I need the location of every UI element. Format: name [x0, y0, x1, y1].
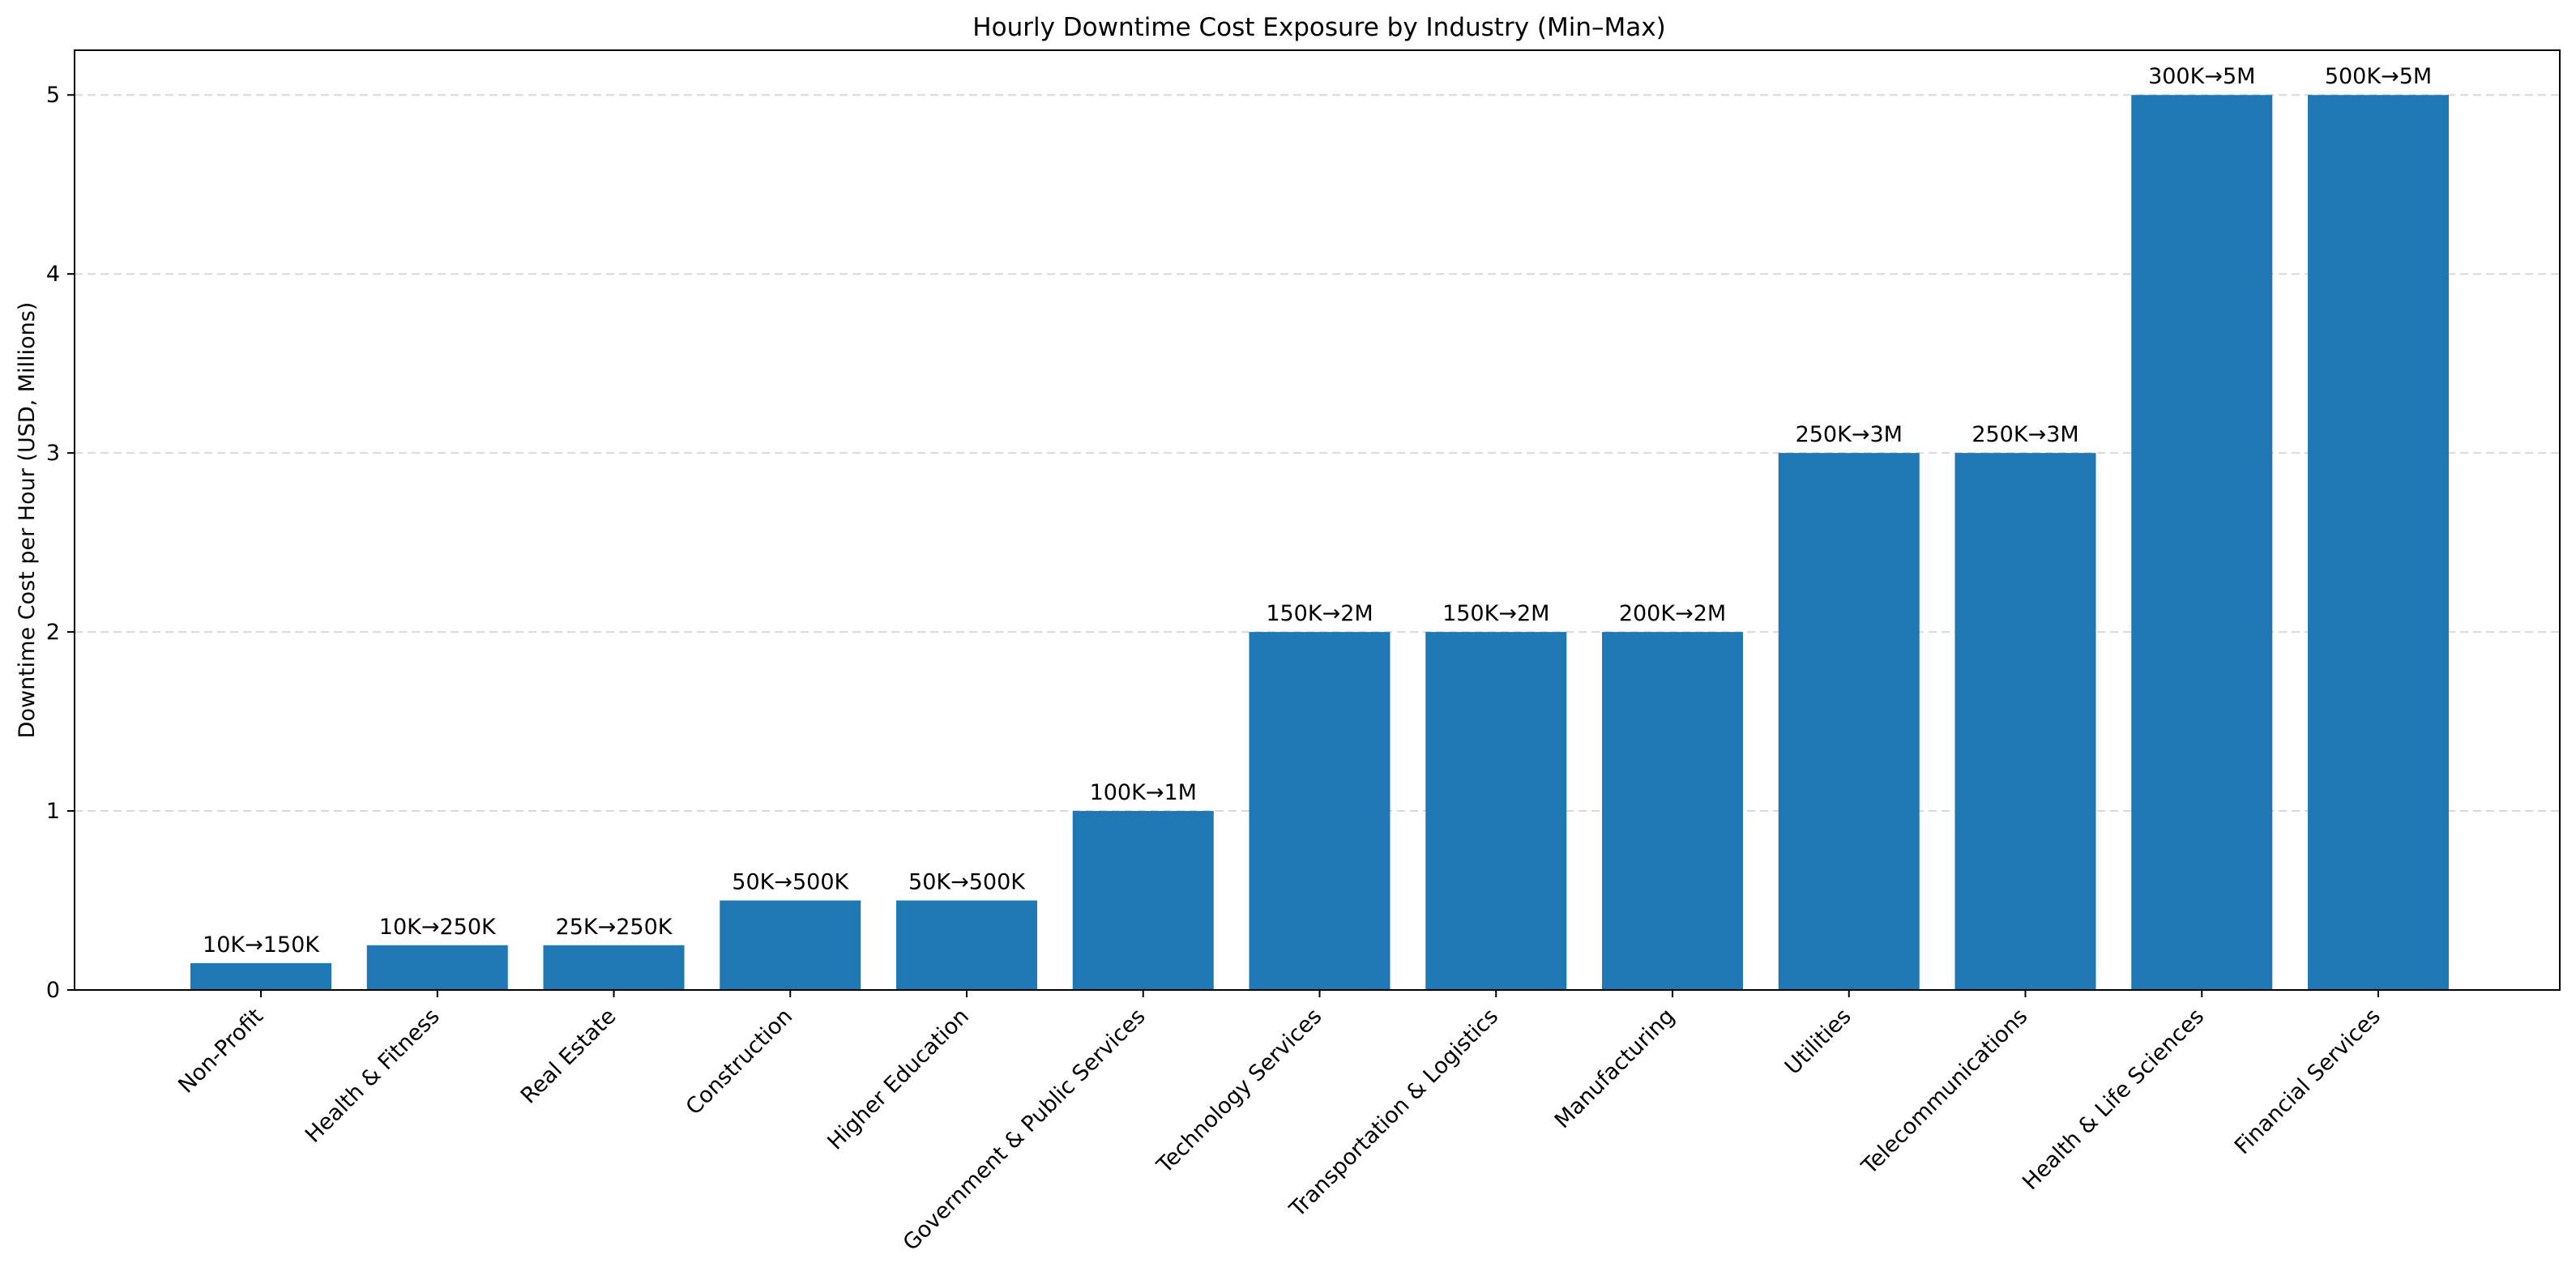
bar: [2308, 95, 2449, 991]
x-tick-label: Real Estate: [516, 1004, 622, 1109]
data-label: 300K→5M: [2148, 64, 2255, 89]
data-label: 250K→3M: [1972, 422, 2078, 447]
y-tick-label: 0: [46, 978, 60, 1003]
bar: [1602, 632, 1743, 990]
y-tick-label: 1: [46, 799, 60, 824]
data-labels: 10K→150K 10K→250K 25K→250K 50K→500K 50K→500K…: [203, 64, 2432, 958]
x-tick-label: Telecommunications: [1856, 1004, 2032, 1180]
y-axis-label: Downtime Cost per Hour (USD, Millions): [15, 302, 40, 739]
x-tick-label: Financial Services: [2230, 1004, 2386, 1159]
x-tick-label: Technology Services: [1151, 1004, 1326, 1179]
bar: [896, 900, 1037, 990]
x-tick-label: Manufacturing: [1550, 1004, 1680, 1133]
bar: [543, 945, 685, 990]
data-label: 10K→250K: [379, 915, 497, 940]
data-label: 50K→500K: [908, 870, 1026, 895]
data-label: 250K→3M: [1796, 422, 1903, 447]
data-label: 50K→500K: [732, 870, 849, 895]
bar: [1072, 811, 1214, 990]
data-label: 200K→2M: [1619, 601, 1726, 626]
x-tick-label: Non-Profit: [173, 1004, 268, 1099]
x-tick-label: Higher Education: [822, 1004, 974, 1155]
y-axis-ticks: 0 1 2 3 4 5: [46, 83, 75, 1003]
bars: [190, 95, 2449, 991]
y-tick-label: 4: [46, 262, 60, 287]
chart-title: Hourly Downtime Cost Exposure by Industr…: [972, 13, 1665, 42]
bar: [1954, 453, 2096, 990]
bar: [1425, 632, 1567, 990]
bar: [2131, 95, 2273, 991]
bar: [366, 945, 508, 990]
x-axis-ticks: Non-Profit Health & Fitness Real Estate Con…: [173, 990, 2386, 1256]
x-tick-label: Construction: [681, 1004, 797, 1120]
bar: [1249, 632, 1391, 990]
y-tick-label: 5: [46, 83, 60, 108]
x-tick-label: Transportation & Logistics: [1284, 1004, 1503, 1222]
data-label: 10K→150K: [203, 932, 320, 958]
data-label: 25K→250K: [556, 915, 673, 940]
data-label: 150K→2M: [1442, 601, 1549, 626]
data-label: 150K→2M: [1266, 601, 1373, 626]
bar: [720, 900, 861, 990]
data-label: 100K→1M: [1090, 780, 1197, 805]
plot-frame: [74, 49, 2561, 991]
y-tick-label: 3: [46, 441, 60, 466]
x-tick-label: Utilities: [1780, 1004, 1856, 1080]
data-label: 500K→5M: [2325, 64, 2432, 89]
x-tick-label: Health & Life Sciences: [2018, 1004, 2209, 1195]
y-tick-label: 2: [46, 620, 60, 645]
bar: [190, 962, 331, 990]
bar: [1778, 453, 1920, 990]
x-tick-label: Health & Fitness: [301, 1004, 445, 1148]
